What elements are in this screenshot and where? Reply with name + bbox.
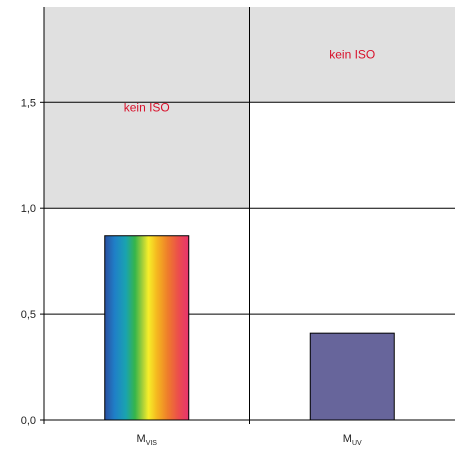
category-label-subscript: UV	[352, 440, 362, 447]
category-label: MVIS	[137, 433, 158, 447]
non-iso-region	[44, 7, 250, 209]
axes	[40, 7, 455, 424]
bar	[309, 332, 395, 421]
category-label-main: M	[343, 433, 352, 445]
category-label-subscript: VIS	[146, 440, 158, 447]
bars	[104, 235, 395, 421]
kein-iso-label: kein ISO	[329, 48, 375, 62]
y-tick-label: 1,0	[21, 203, 36, 215]
y-tick-label: 0,5	[21, 309, 36, 321]
non-iso-regions	[44, 7, 455, 209]
y-tick-labels: 0,0 0,5 1,0 1,5	[21, 97, 36, 427]
y-tick-label: 1,5	[21, 97, 36, 109]
kein-iso-label: kein ISO	[124, 101, 170, 115]
category-labels: MVIS MUV	[137, 433, 363, 447]
category-label-main: M	[137, 433, 146, 445]
category-label: MUV	[343, 433, 362, 447]
zone-labels: kein ISO kein ISO	[124, 48, 376, 115]
bar	[104, 235, 190, 421]
non-iso-region	[249, 7, 455, 103]
y-tick-label: 0,0	[21, 415, 36, 427]
